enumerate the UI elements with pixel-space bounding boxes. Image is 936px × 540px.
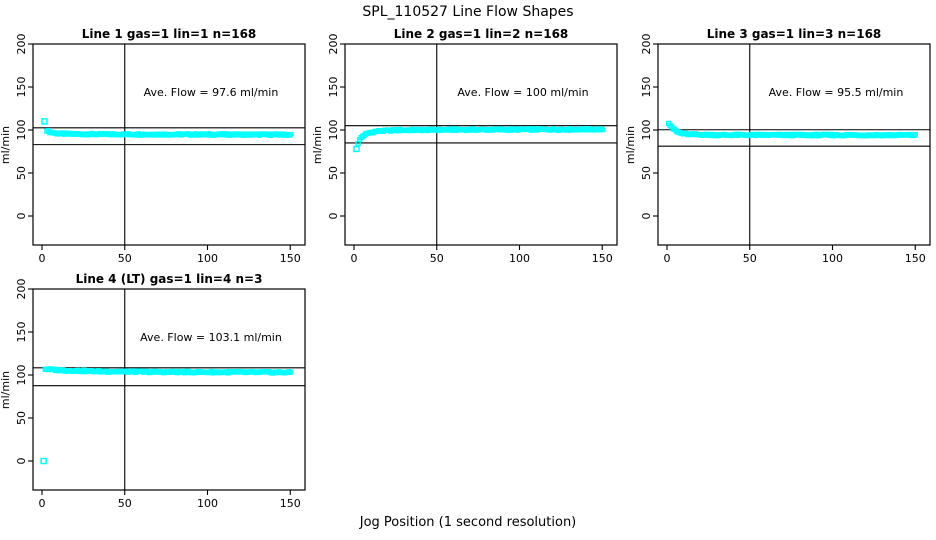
plot3-ave-flow-annotation: Ave. Flow = 95.5 ml/min xyxy=(768,86,904,99)
y-tick-label: 100 xyxy=(327,120,340,141)
y-tick-label: 150 xyxy=(15,322,28,343)
plot-box xyxy=(657,43,931,246)
plot2-ave-flow-annotation: Ave. Flow = 100 ml/min xyxy=(457,86,589,99)
x-tick-label: 0 xyxy=(39,497,46,510)
y-tick-label: 100 xyxy=(15,365,28,386)
y-axis-label: ml/min xyxy=(311,126,324,164)
x-tick-label: 50 xyxy=(118,497,132,510)
y-axis-label: ml/min xyxy=(624,126,637,164)
x-tick-label: 0 xyxy=(39,252,46,265)
y-tick-label: 150 xyxy=(327,77,340,98)
plot4-ave-flow-annotation: Ave. Flow = 103.1 ml/min xyxy=(140,331,282,344)
plot3-title: Line 3 gas=1 lin=3 n=168 xyxy=(706,27,882,41)
y-axis-label: ml/min xyxy=(0,371,12,409)
x-tick-label: 150 xyxy=(280,252,301,265)
y-tick-label: 50 xyxy=(15,166,28,180)
y-tick-label: 50 xyxy=(327,166,340,180)
y-tick-label: 100 xyxy=(640,120,653,141)
y-tick-label: 150 xyxy=(15,77,28,98)
x-tick-label: 100 xyxy=(197,497,218,510)
x-tick-label: 150 xyxy=(280,497,301,510)
x-tick-label: 100 xyxy=(822,252,843,265)
x-axis-title: Jog Position (1 second resolution) xyxy=(359,515,577,530)
x-tick-label: 50 xyxy=(430,252,444,265)
y-tick-label: 50 xyxy=(640,166,653,180)
y-tick-label: 200 xyxy=(15,279,28,300)
y-tick-label: 200 xyxy=(640,34,653,55)
y-tick-label: 50 xyxy=(15,411,28,425)
plot-box xyxy=(344,43,618,246)
x-tick-label: 0 xyxy=(351,252,358,265)
x-tick-label: 50 xyxy=(118,252,132,265)
outlier-point xyxy=(41,118,48,125)
plot-box xyxy=(32,288,306,491)
outlier-point xyxy=(353,145,360,153)
plot1-ave-flow-annotation: Ave. Flow = 97.6 ml/min xyxy=(143,86,279,99)
x-tick-label: 150 xyxy=(905,252,926,265)
plot4-title: Line 4 (LT) gas=1 lin=4 n=3 xyxy=(75,272,263,286)
y-tick-label: 150 xyxy=(640,77,653,98)
y-tick-label: 200 xyxy=(327,34,340,55)
y-tick-label: 100 xyxy=(15,120,28,141)
data-point xyxy=(287,369,293,375)
data-point xyxy=(912,131,918,138)
data-point xyxy=(599,126,605,132)
y-tick-label: 0 xyxy=(327,213,340,220)
figure-title: SPL_110527 Line Flow Shapes xyxy=(362,4,574,20)
y-tick-label: 0 xyxy=(15,458,28,465)
y-axis-label: ml/min xyxy=(0,126,12,164)
x-tick-label: 150 xyxy=(592,252,613,265)
x-tick-label: 100 xyxy=(197,252,218,265)
y-tick-label: 0 xyxy=(15,213,28,220)
x-tick-label: 50 xyxy=(743,252,757,265)
plot2-title: Line 2 gas=1 lin=2 n=168 xyxy=(393,27,569,41)
outlier-point xyxy=(40,457,47,465)
y-tick-label: 200 xyxy=(15,34,28,55)
x-tick-label: 0 xyxy=(664,252,671,265)
data-point xyxy=(287,132,293,138)
y-tick-label: 0 xyxy=(640,213,653,220)
x-tick-label: 100 xyxy=(509,252,530,265)
plot1-title: Line 1 gas=1 lin=1 n=168 xyxy=(81,27,257,41)
